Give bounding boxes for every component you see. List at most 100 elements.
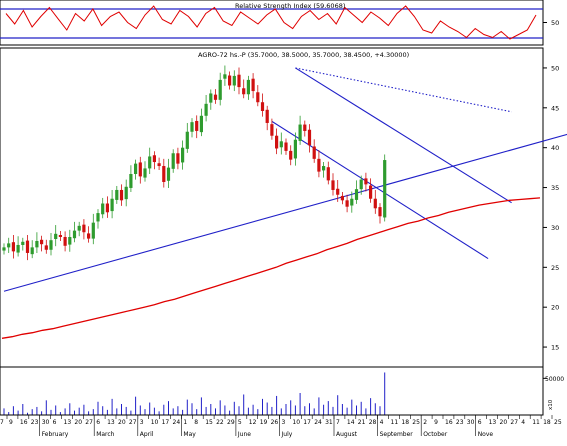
price-panel: 15 20 25 30 35 40 45 50 AGRO-72 hs.-P (35.7000,… (0, 47, 567, 368)
candle-body (303, 124, 307, 131)
price-y-tick-label: 15 (551, 344, 559, 352)
candle-body (7, 243, 11, 248)
candle-body (129, 174, 133, 188)
candle-body (369, 185, 373, 199)
x-day-label: 16 (20, 419, 28, 426)
volume-panel: 50000 x10 (0, 366, 564, 416)
x-day-label: 12 (249, 419, 257, 426)
volume-unit-label: x10 (548, 399, 554, 410)
x-day-label: 4 (380, 419, 384, 426)
price-y-tick-label: 35 (551, 184, 559, 192)
candle-body (185, 131, 189, 149)
candle-body (312, 146, 316, 159)
candle-body (16, 244, 20, 253)
candle-body (340, 195, 344, 201)
candle-body (383, 160, 387, 218)
candle-body (96, 213, 100, 222)
x-day-label: 22 (216, 419, 224, 426)
moving-average-line (1, 197, 541, 339)
candle-body (228, 75, 232, 86)
x-day-label: 21 (358, 419, 366, 426)
candle-body (35, 240, 39, 248)
x-day-label: 20 (118, 419, 126, 426)
rsi-y-tick-label: 50 (551, 19, 559, 27)
candle-body (44, 245, 48, 250)
x-month-label: Nove (478, 431, 494, 438)
candle-body (101, 203, 105, 215)
candle-body (350, 198, 354, 206)
candle-body (30, 247, 34, 255)
candle-body (110, 198, 114, 212)
candle-body (298, 124, 302, 141)
x-day-label: 3 (282, 419, 286, 426)
volume-y-tick-label: 50000 (545, 376, 564, 383)
price-y-tick-label: 25 (551, 264, 559, 272)
x-day-label: 24 (314, 419, 322, 426)
x-day-label: 4 (521, 419, 525, 426)
candle-body (119, 189, 124, 201)
candle-body (40, 239, 44, 245)
candle-body (190, 122, 194, 132)
candle-body (199, 115, 203, 133)
rsi-y-axis: 50 (543, 19, 559, 27)
candle-body (251, 78, 255, 92)
x-day-label: 5 (238, 419, 242, 426)
candle-body (232, 75, 236, 86)
candle-body (213, 94, 218, 100)
candle-body (58, 235, 62, 238)
x-day-label: 17 (162, 419, 170, 426)
candle-body (307, 129, 312, 146)
price-title: AGRO-72 hs.-P (35.7000, 38.5000, 35.7000… (198, 51, 409, 59)
x-day-label: 26 (271, 419, 279, 426)
candle-body (331, 180, 335, 190)
candle-body (204, 103, 208, 116)
x-day-label: 2 (423, 419, 427, 426)
candle-body (260, 102, 265, 112)
x-day-label: 15 (205, 419, 213, 426)
price-y-axis: 15 20 25 30 35 40 45 50 (543, 64, 559, 352)
candle-body (378, 207, 382, 217)
candle-body (54, 233, 58, 240)
x-day-label: 20 (74, 419, 82, 426)
x-day-label: 24 (173, 419, 181, 426)
candle-body (322, 166, 326, 171)
x-day-label: 13 (489, 419, 497, 426)
candle-body (246, 79, 250, 95)
x-day-label: 13 (107, 419, 115, 426)
candle-body (345, 200, 349, 207)
price-y-tick-label: 40 (551, 144, 559, 152)
x-day-label: 20 (500, 419, 508, 426)
candle-body (289, 150, 293, 160)
candle-body (326, 167, 330, 181)
x-month-label: June (237, 431, 251, 438)
volume-bars (3, 372, 386, 415)
candle-body (237, 74, 241, 88)
x-day-label: 10 (292, 419, 300, 426)
candle-body (270, 124, 274, 136)
x-day-label: 1 (183, 419, 187, 426)
candle-body (209, 93, 213, 103)
x-month-label: July (281, 431, 293, 438)
x-day-label: 6 (478, 419, 482, 426)
candle-body (2, 247, 6, 251)
price-y-tick-label: 50 (551, 64, 559, 72)
candle-body (279, 141, 283, 148)
x-month-label: October (423, 431, 448, 438)
candle-body (373, 198, 377, 209)
candle-body (124, 186, 128, 200)
rsi-title: Relative Strength Index (59.6068) (235, 2, 345, 10)
x-month-label: May (183, 431, 196, 438)
x-axis-day-labels: 7 9 16 23 30 6 13 20 27 6 13 20 27 3 10 17 24 1 8 15 22 29 5 12… (0, 415, 562, 426)
x-day-label: 14 (347, 419, 355, 426)
candle-body (181, 147, 185, 163)
candle-body (49, 240, 53, 250)
candle-body (317, 158, 321, 172)
candle-body (82, 224, 86, 233)
candle-body (11, 242, 15, 252)
candle-body (115, 189, 119, 200)
x-day-label: 18 (401, 419, 409, 426)
candle-body (265, 109, 269, 123)
candle-body (284, 142, 288, 151)
x-day-label: 23 (31, 419, 39, 426)
